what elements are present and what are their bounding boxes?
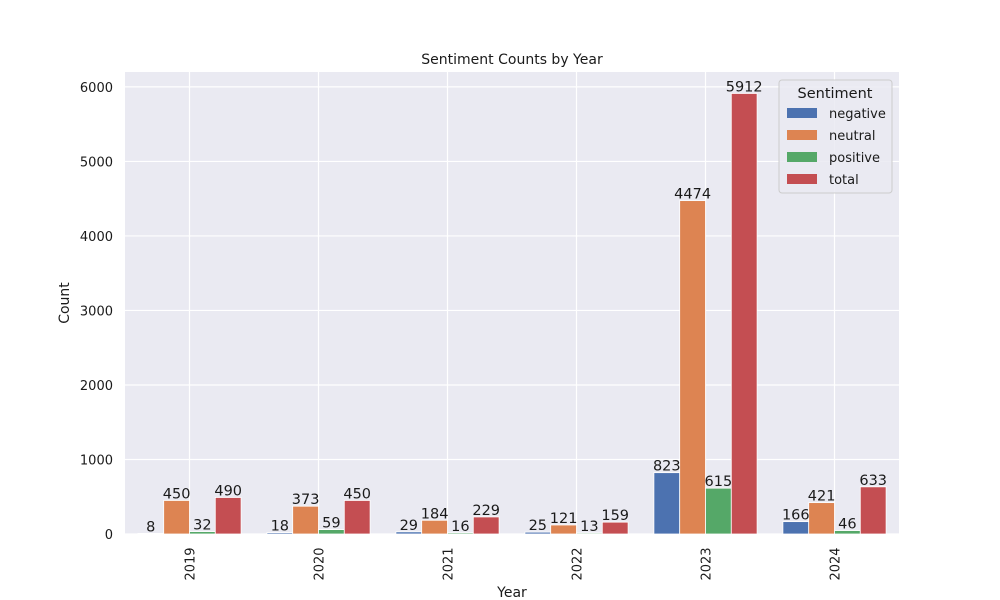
legend-swatch-negative	[787, 108, 817, 118]
y-tick-label: 0	[105, 528, 113, 543]
x-tick-label: 2023	[700, 547, 715, 580]
plot-area-background	[125, 72, 899, 534]
legend-label-negative: negative	[829, 107, 886, 122]
bar-total-2024	[859, 486, 887, 535]
y-tick-label: 1000	[80, 453, 113, 468]
legend-label-total: total	[829, 173, 859, 188]
bar-value-label: 16	[451, 519, 469, 535]
bar-value-label: 4474	[674, 187, 711, 203]
bar-total-2023	[730, 93, 758, 535]
bar-value-label: 59	[322, 516, 340, 532]
bar-labels-group: 8 18 29 25 823 166 450 373 184 121 4474 421 32 59 16 13…	[146, 79, 887, 535]
bars-group	[137, 93, 887, 535]
bar-value-label: 25	[529, 518, 547, 534]
y-tick-label: 4000	[80, 230, 113, 245]
x-tick-label: 2022	[571, 547, 586, 580]
y-tick-label: 5000	[80, 155, 113, 170]
bar-total-2020	[343, 500, 371, 535]
bar-value-label: 184	[421, 506, 449, 522]
legend-title: Sentiment	[798, 86, 873, 102]
x-tick-label: 2021	[442, 547, 457, 580]
bar-neutral-2024	[808, 502, 835, 535]
bar-neutral-2023	[679, 200, 706, 535]
bar-total-2019	[214, 497, 242, 535]
bar-neutral-2021	[421, 519, 448, 535]
y-axis-label: Count	[57, 282, 73, 324]
bar-value-label: 229	[472, 503, 500, 519]
legend-label-positive: positive	[829, 151, 880, 166]
bar-value-label: 490	[214, 483, 242, 499]
x-axis-ticks: 2019 2020 2021 2022 2023 2024	[184, 547, 844, 580]
bar-value-label: 450	[343, 486, 371, 502]
legend-swatch-total	[787, 174, 817, 184]
bar-value-label: 166	[782, 508, 810, 524]
chart-title: Sentiment Counts by Year	[421, 52, 603, 68]
bar-total-2022	[601, 521, 629, 535]
y-tick-label: 3000	[80, 304, 113, 319]
bar-value-label: 121	[550, 511, 578, 527]
x-axis-label: Year	[496, 585, 527, 600]
bar-value-label: 18	[271, 519, 289, 535]
y-tick-label: 6000	[80, 81, 113, 96]
bar-value-label: 633	[859, 473, 887, 489]
legend-swatch-neutral	[787, 130, 817, 140]
y-tick-label: 2000	[80, 379, 113, 394]
bar-positive-2023	[705, 487, 732, 535]
x-tick-label: 2019	[184, 547, 199, 580]
bar-value-label: 373	[292, 492, 320, 508]
bar-value-label: 5912	[726, 79, 763, 95]
y-axis-ticks: 0 1000 2000 3000 4000 5000 6000	[80, 81, 113, 543]
legend-label-neutral: neutral	[829, 129, 876, 144]
bar-value-label: 32	[193, 518, 211, 534]
bar-value-label: 823	[653, 459, 681, 475]
bar-value-label: 615	[705, 474, 733, 490]
bar-value-label: 421	[808, 489, 836, 505]
bar-neutral-2019	[163, 500, 190, 535]
bar-value-label: 159	[601, 508, 629, 524]
bar-negative-2023	[653, 472, 681, 535]
bar-total-2021	[472, 516, 500, 535]
grid-lines	[125, 72, 899, 535]
bar-value-label: 13	[580, 519, 598, 535]
bar-value-label: 450	[163, 486, 191, 502]
bar-neutral-2020	[292, 505, 319, 535]
bar-value-label: 29	[400, 518, 418, 534]
bar-value-label: 8	[146, 519, 155, 535]
x-tick-label: 2020	[313, 547, 328, 580]
legend: Sentiment negative neutral positive total	[778, 79, 893, 194]
bar-neutral-2022	[550, 524, 577, 535]
legend-swatch-positive	[787, 152, 817, 162]
bar-value-label: 46	[838, 517, 856, 533]
x-tick-label: 2024	[829, 547, 844, 580]
